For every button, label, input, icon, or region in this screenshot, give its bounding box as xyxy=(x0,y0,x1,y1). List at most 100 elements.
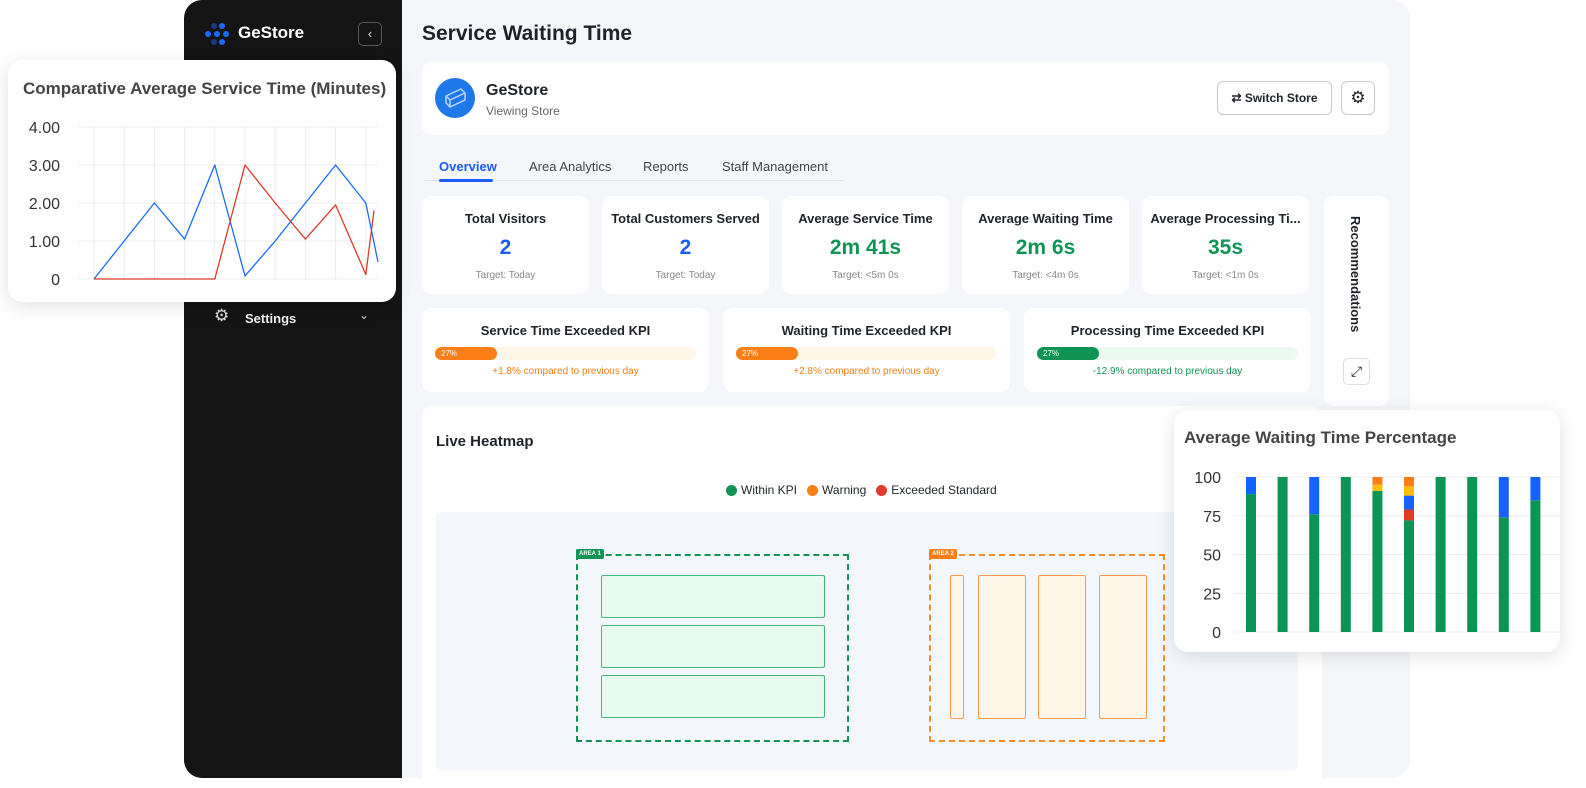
heatmap-title: Live Heatmap xyxy=(436,433,534,450)
store-name: GeStore xyxy=(486,82,549,99)
kpi-change: +2.8% compared to previous day xyxy=(793,366,940,377)
y-tick-label: 100 xyxy=(1194,470,1221,487)
switch-store-button[interactable]: ⇄ Switch Store xyxy=(1217,81,1332,115)
area-2-shelf xyxy=(978,575,1026,719)
kpi-card: Waiting Time Exceeded KPI 27% +2.8% comp… xyxy=(723,308,1010,392)
y-tick-label: 0 xyxy=(51,272,60,289)
kpi-progress-bar: 27% xyxy=(736,347,997,360)
bar-segment xyxy=(1530,477,1541,501)
stat-title: Average Processing Ti... xyxy=(1150,211,1301,226)
stat-value: 35s xyxy=(1207,236,1244,259)
store-avatar xyxy=(435,78,475,118)
switch-store-label: Switch Store xyxy=(1244,91,1318,105)
area-1-counter xyxy=(601,575,825,618)
bar-segment xyxy=(1404,486,1414,496)
stat-card: Total Customers Served 2 Target: Today xyxy=(602,196,769,294)
area-1-zone[interactable]: AREA 1 xyxy=(576,549,849,742)
bar-segment xyxy=(1404,520,1414,632)
bar-chart-card: Average Waiting Time Percentage 0 25 50 75 1… xyxy=(1174,410,1560,652)
stat-card: Average Processing Ti... 35s Target: <1m… xyxy=(1142,196,1309,294)
bar-segment xyxy=(1530,500,1541,632)
stat-title: Average Service Time xyxy=(798,211,933,226)
legend-label: Warning xyxy=(822,483,867,497)
stat-card: Total Visitors 2 Target: Today xyxy=(422,196,589,294)
heatmap-floor: AREA 1 AREA 2 xyxy=(436,512,1298,770)
bar-segment xyxy=(1340,477,1351,632)
gear-icon: ⚙ xyxy=(1350,88,1366,107)
active-tab-indicator xyxy=(439,179,493,182)
stat-target: Target: <1m 0s xyxy=(1192,270,1259,281)
kpi-progress-fill: 27% xyxy=(435,347,497,360)
kpi-title: Waiting Time Exceeded KPI xyxy=(781,323,952,338)
y-tick-label: 50 xyxy=(1203,548,1221,565)
sidebar-item-settings[interactable]: ⚙ Settings ⌄ xyxy=(214,306,374,328)
tab-reports[interactable]: Reports xyxy=(643,159,689,174)
y-tick-label: 3.00 xyxy=(29,158,60,175)
page-title: Service Waiting Time xyxy=(422,22,633,45)
expand-icon: ⤢ xyxy=(1350,363,1363,379)
line-chart: 0 1.00 2.00 3.00 4.00 xyxy=(29,120,379,289)
stat-value: 2 xyxy=(679,236,692,259)
kpi-progress-bar: 27% xyxy=(1037,347,1298,360)
area-2-shelf xyxy=(1038,575,1086,719)
collapse-sidebar-button[interactable]: ‹ xyxy=(358,22,382,46)
kpi-progress-bar: 27% xyxy=(435,347,696,360)
recommendations-label: Recommendations xyxy=(1348,216,1363,333)
bar-segment xyxy=(1372,477,1383,485)
line-chart-card: Comparative Average Service Time (Minute… xyxy=(8,60,396,302)
main-content: Service Waiting Time GeStore Viewing Sto… xyxy=(402,0,1410,786)
stat-value: 2m 41s xyxy=(829,236,902,259)
area-2-label: AREA 2 xyxy=(929,549,957,559)
tab-staff-management[interactable]: Staff Management xyxy=(722,159,828,174)
bar-segment xyxy=(1277,477,1288,632)
chevron-left-icon: ‹ xyxy=(367,26,373,41)
stat-target: Target: Today xyxy=(655,270,716,281)
legend-item: Exceeded Standard xyxy=(876,483,997,497)
stat-title: Average Waiting Time xyxy=(978,211,1113,226)
tabs-divider xyxy=(424,180,844,181)
line-chart-title: Comparative Average Service Time (Minute… xyxy=(23,79,387,98)
area-2-shelf xyxy=(950,575,964,719)
stat-target: Target: <5m 0s xyxy=(832,270,899,281)
tab-area-analytics[interactable]: Area Analytics xyxy=(529,159,612,174)
bar-segment xyxy=(1404,477,1414,487)
bar-segment xyxy=(1372,484,1383,491)
tab-overview[interactable]: Overview xyxy=(439,159,497,174)
bar-chart-title: Average Waiting Time Percentage xyxy=(1184,428,1457,447)
legend-dot-icon xyxy=(726,484,737,496)
legend-label: Exceeded Standard xyxy=(891,483,997,497)
area-2-zone[interactable]: AREA 2 xyxy=(929,549,1165,742)
store-header: GeStore Viewing Store ⇄ Switch Store ⚙ xyxy=(422,62,1389,135)
kpi-progress-fill: 27% xyxy=(1037,347,1099,360)
legend-item: Within KPI xyxy=(726,483,797,497)
stat-card: Average Service Time 2m 41s Target: <5m … xyxy=(782,196,949,294)
expand-button[interactable]: ⤢ xyxy=(1343,358,1370,385)
heatmap-legend: Within KPI Warning Exceeded Standard xyxy=(726,483,997,497)
area-1-counter xyxy=(601,675,825,718)
legend-item: Warning xyxy=(807,483,866,497)
logo-icon xyxy=(205,23,229,45)
bar-segment xyxy=(1246,494,1256,632)
store-icon xyxy=(445,88,466,108)
bar-segment xyxy=(1309,514,1320,632)
gear-icon: ⚙ xyxy=(214,306,230,325)
store-subtitle: Viewing Store xyxy=(486,104,560,118)
stat-target: Target: Today xyxy=(475,270,536,281)
area-2-shelf xyxy=(1099,575,1147,719)
y-tick-label: 1.00 xyxy=(29,234,60,251)
stat-value: 2m 6s xyxy=(1015,236,1076,259)
bar-segment xyxy=(1246,477,1256,495)
bar-segment xyxy=(1467,477,1478,632)
kpi-progress-fill: 27% xyxy=(736,347,798,360)
bar-segment xyxy=(1309,477,1320,515)
kpi-title: Service Time Exceeded KPI xyxy=(480,323,651,338)
recommendations-panel[interactable]: Recommendations ⤢ xyxy=(1324,196,1389,406)
y-tick-label: 75 xyxy=(1203,509,1221,526)
bar-segment xyxy=(1435,477,1446,632)
bar-segment xyxy=(1372,490,1383,632)
legend-dot-icon xyxy=(807,484,819,496)
kpi-card: Processing Time Exceeded KPI 27% -12.9% … xyxy=(1024,308,1311,392)
sidebar-item-label: Settings xyxy=(245,311,297,326)
stat-card: Average Waiting Time 2m 6s Target: <4m 0… xyxy=(962,196,1129,294)
settings-button[interactable]: ⚙ xyxy=(1341,81,1375,115)
